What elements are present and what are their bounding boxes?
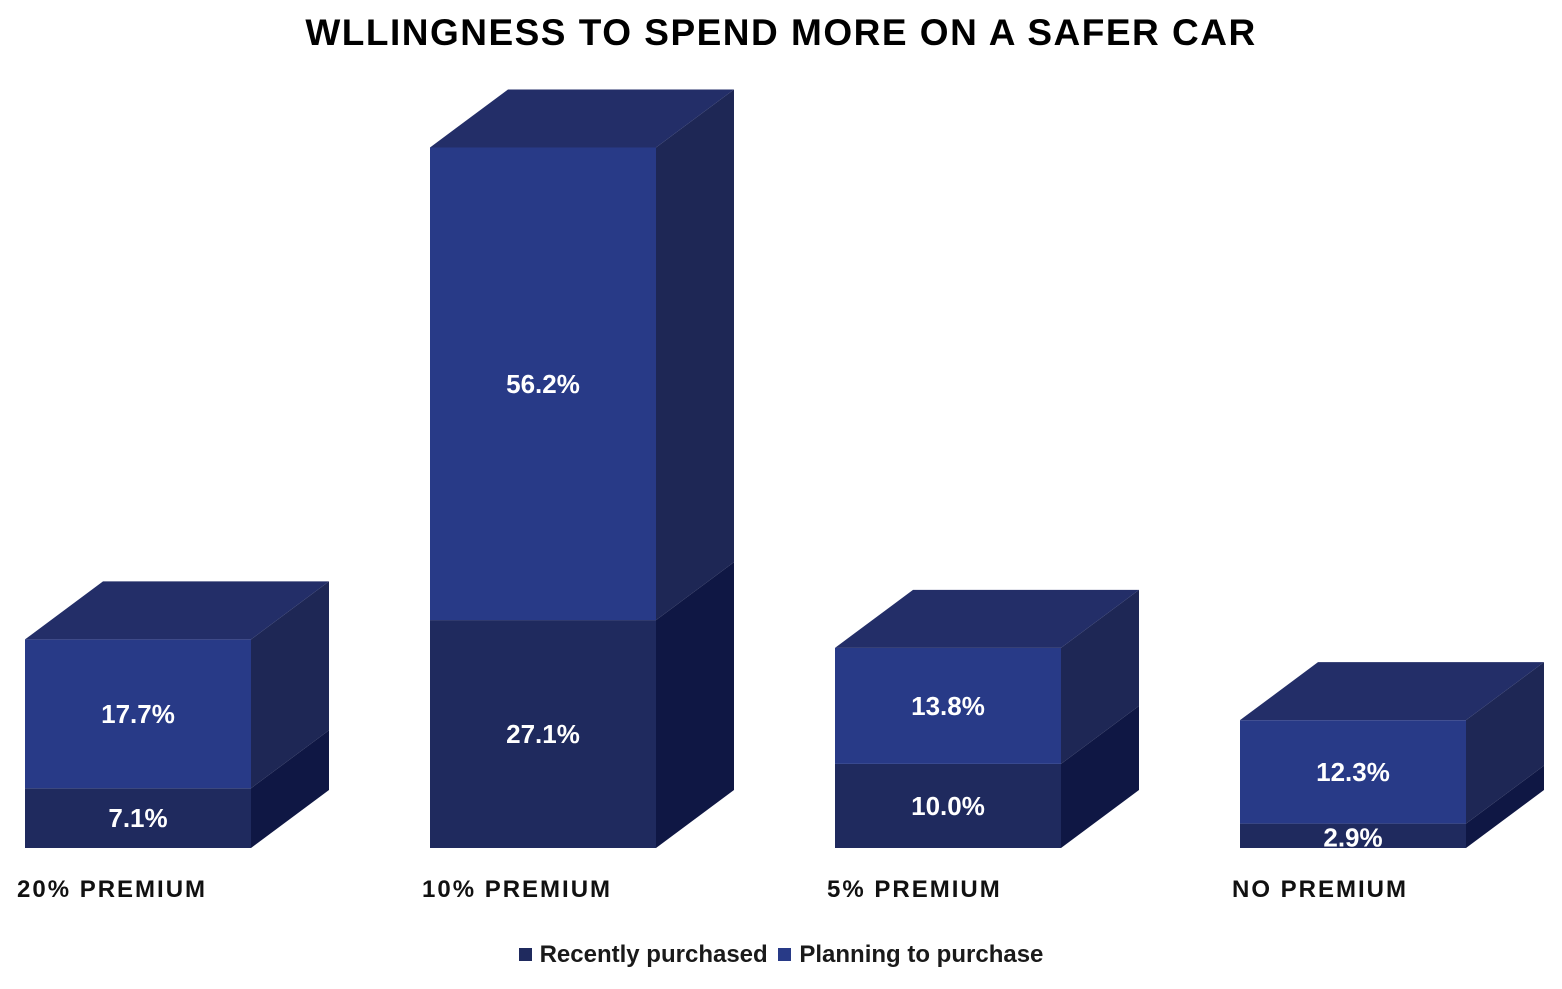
bar-side-planning-to-purchase-20-premium bbox=[251, 581, 329, 789]
legend: Recently purchased Planning to purchase bbox=[0, 941, 1562, 969]
bar-planning-to-purchase-20-premium bbox=[25, 639, 251, 789]
bar-side-recently-purchased-10-premium bbox=[656, 562, 734, 848]
data-label-planning-to-purchase-5-premium: 13.8% bbox=[911, 691, 985, 721]
legend-swatch-recently-purchased bbox=[518, 948, 532, 961]
legend-label-recently-purchased: Recently purchased bbox=[539, 941, 768, 968]
data-label-recently-purchased-no-premium: 2.9% bbox=[1323, 823, 1382, 853]
bar-recently-purchased-5-premium bbox=[835, 763, 1061, 848]
x-tick-label-5-premium: 5% PREMIUM bbox=[827, 876, 1002, 903]
bar-side-recently-purchased-5-premium bbox=[1061, 705, 1139, 848]
legend-item-recently-purchased: Recently purchased bbox=[518, 941, 768, 969]
legend-label-planning-to-purchase: Planning to purchase bbox=[799, 941, 1044, 968]
data-label-recently-purchased-10-premium: 27.1% bbox=[506, 719, 580, 749]
bar-top-5-premium bbox=[835, 589, 1139, 648]
bar-planning-to-purchase-no-premium bbox=[1240, 720, 1466, 824]
bar-side-planning-to-purchase-5-premium bbox=[1061, 589, 1139, 764]
bar-planning-to-purchase-10-premium bbox=[430, 147, 656, 621]
bar-side-recently-purchased-20-premium bbox=[251, 730, 329, 848]
legend-item-planning-to-purchase: Planning to purchase bbox=[778, 941, 1043, 969]
bar-top-20-premium bbox=[25, 581, 329, 640]
data-label-planning-to-purchase-10-premium: 56.2% bbox=[506, 369, 580, 399]
bar-recently-purchased-no-premium bbox=[1240, 823, 1466, 848]
x-tick-label-no-premium: NO PREMIUM bbox=[1232, 876, 1408, 903]
x-tick-label-20-premium: 20% PREMIUM bbox=[17, 876, 207, 903]
chart-title: WLLINGNESS TO SPEND MORE ON A SAFER CAR bbox=[305, 12, 1257, 53]
data-label-planning-to-purchase-20-premium: 17.7% bbox=[101, 699, 175, 729]
bar-side-planning-to-purchase-no-premium bbox=[1466, 662, 1544, 824]
x-tick-label-10-premium: 10% PREMIUM bbox=[422, 876, 612, 903]
bar-planning-to-purchase-5-premium bbox=[835, 647, 1061, 764]
bar-side-recently-purchased-no-premium bbox=[1466, 765, 1544, 848]
bar-side-planning-to-purchase-10-premium bbox=[656, 89, 734, 621]
bar-recently-purchased-20-premium bbox=[25, 788, 251, 848]
data-label-recently-purchased-5-premium: 10.0% bbox=[911, 791, 985, 821]
bar-top-10-premium bbox=[430, 89, 734, 148]
data-label-planning-to-purchase-no-premium: 12.3% bbox=[1316, 757, 1390, 787]
data-label-recently-purchased-20-premium: 7.1% bbox=[108, 803, 167, 833]
bar-top-no-premium bbox=[1240, 662, 1544, 721]
bar-recently-purchased-10-premium bbox=[430, 620, 656, 848]
legend-swatch-planning-to-purchase bbox=[778, 948, 792, 961]
